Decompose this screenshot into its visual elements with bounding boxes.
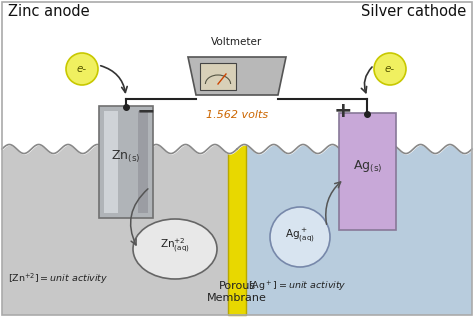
Bar <box>200 63 236 90</box>
Ellipse shape <box>133 219 217 279</box>
Text: e-: e- <box>77 64 87 74</box>
FancyBboxPatch shape <box>339 113 396 230</box>
Text: $\mathregular{Zn^{+2}_{(aq)}}$: $\mathregular{Zn^{+2}_{(aq)}}$ <box>160 237 190 255</box>
Circle shape <box>270 207 330 267</box>
Bar <box>138 111 148 213</box>
Bar <box>228 143 246 315</box>
Polygon shape <box>188 57 286 95</box>
FancyBboxPatch shape <box>99 106 153 218</box>
Circle shape <box>66 53 98 85</box>
Text: $\mathregular{Zn_{(s)}}$: $\mathregular{Zn_{(s)}}$ <box>111 149 141 165</box>
Bar <box>104 111 118 213</box>
Text: +: + <box>333 101 352 121</box>
Bar <box>237 75 472 315</box>
Text: −: − <box>137 101 155 121</box>
Bar <box>2 75 237 315</box>
Circle shape <box>374 53 406 85</box>
Text: Silver cathode: Silver cathode <box>361 4 466 20</box>
Text: 1.562 volts: 1.562 volts <box>206 110 268 120</box>
Text: Voltmeter: Voltmeter <box>211 37 263 47</box>
Text: e-: e- <box>385 64 395 74</box>
Text: Zinc anode: Zinc anode <box>8 4 90 20</box>
Text: $\mathregular{Ag^+_{(aq)}}$: $\mathregular{Ag^+_{(aq)}}$ <box>285 226 315 244</box>
Text: $\mathregular{Ag_{(s)}}$: $\mathregular{Ag_{(s)}}$ <box>353 158 382 175</box>
Text: $[\mathregular{Zn^{+2}}]= unit\ activity$: $[\mathregular{Zn^{+2}}]= unit\ activity… <box>8 272 109 286</box>
Text: $[\mathregular{Ag^+}]= unit\ activity$: $[\mathregular{Ag^+}]= unit\ activity$ <box>248 280 346 294</box>
Text: Porous
Membrane: Porous Membrane <box>207 281 267 303</box>
